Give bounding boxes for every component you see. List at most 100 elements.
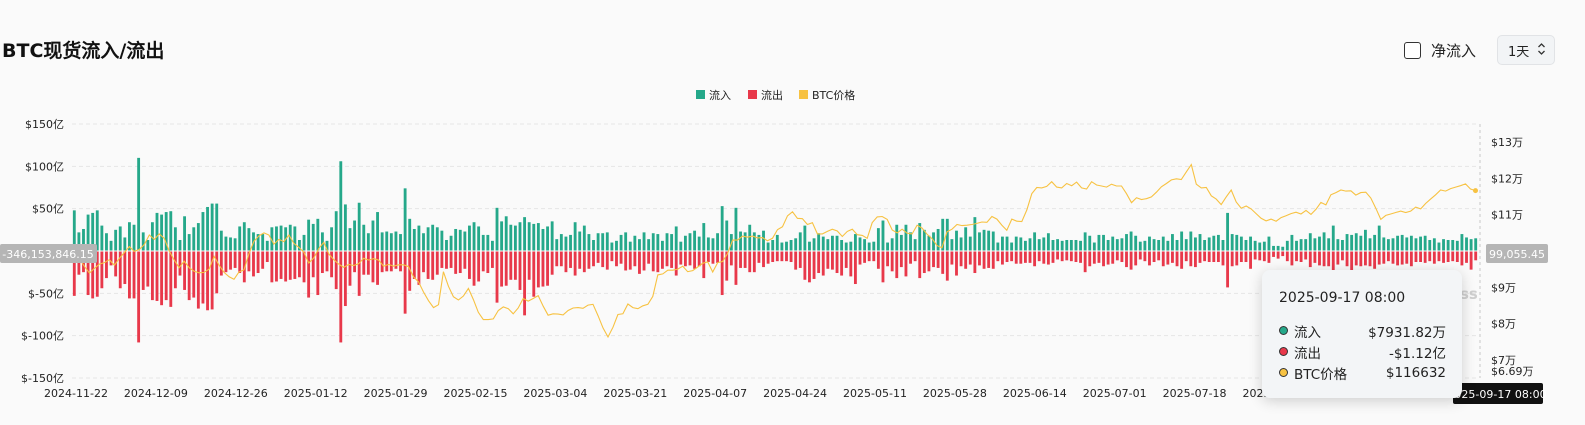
inflow-bar xyxy=(821,236,825,251)
inflow-bar xyxy=(1166,240,1170,251)
outflow-bar xyxy=(1386,251,1390,262)
outflow-bar xyxy=(532,251,536,297)
outflow-bar xyxy=(858,251,862,265)
inflow-bar xyxy=(426,227,430,251)
net-inflow-checkbox[interactable] xyxy=(1404,42,1421,59)
outflow-bar xyxy=(1134,251,1138,266)
outflow-bar xyxy=(1097,251,1101,263)
inflow-bar xyxy=(422,233,425,251)
inflow-bar xyxy=(330,227,334,251)
outflow-bar xyxy=(1010,251,1014,262)
outflow-bar xyxy=(1239,251,1243,263)
outflow-bar xyxy=(766,251,770,264)
outflow-bar xyxy=(256,251,260,274)
inflow-bar xyxy=(1239,236,1243,251)
inflow-bar xyxy=(164,212,168,251)
legend-swatch-icon[interactable] xyxy=(799,90,808,99)
outflow-bar xyxy=(330,251,334,278)
outflow-bar xyxy=(863,251,867,263)
inflow-bar xyxy=(569,234,572,251)
outflow-bar xyxy=(550,251,554,275)
inflow-bar xyxy=(1051,239,1055,251)
crosshair-left-value: -346,153,846.15 xyxy=(2,248,93,261)
outflow-bar xyxy=(449,251,453,268)
outflow-bar xyxy=(1400,251,1404,265)
outflow-bar xyxy=(385,251,389,272)
period-select[interactable]: 1天 xyxy=(1497,35,1555,65)
inflow-bar xyxy=(743,232,747,251)
inflow-bar xyxy=(1028,238,1032,251)
outflow-bar xyxy=(389,251,393,272)
inflow-bar xyxy=(532,223,536,251)
inflow-bar xyxy=(477,226,481,251)
crosshair-right-value: 99,055.45 xyxy=(1489,248,1545,261)
inflow-bar xyxy=(895,224,899,251)
outflow-bar xyxy=(417,251,421,285)
inflow-bar xyxy=(1368,238,1372,251)
outflow-bar xyxy=(527,251,531,280)
outflow-bar xyxy=(1414,251,1418,263)
inflow-bar xyxy=(187,234,191,251)
outflow-bar xyxy=(1331,251,1335,271)
outflow-bar xyxy=(1005,251,1009,263)
outflow-bar xyxy=(955,251,958,276)
legend-item-label[interactable]: 流出 xyxy=(761,88,783,102)
legend-swatch-icon[interactable] xyxy=(696,90,705,99)
outflow-bar xyxy=(141,251,145,290)
outflow-bar xyxy=(1152,251,1156,263)
inflow-bar xyxy=(449,235,453,251)
x-axis-tick-label: 2024-11-22 xyxy=(44,387,108,400)
inflow-bar xyxy=(913,239,917,251)
outflow-bar xyxy=(343,251,347,307)
legend-swatch-icon[interactable] xyxy=(748,90,757,99)
outflow-bar xyxy=(1405,251,1409,264)
inflow-bar xyxy=(320,232,324,251)
inflow-bar xyxy=(1336,239,1340,251)
outflow-bar xyxy=(798,251,802,268)
outflow-bar xyxy=(1322,251,1326,267)
inflow-bar xyxy=(665,233,669,251)
legend-item-label[interactable]: BTC价格 xyxy=(812,88,855,102)
outflow-bar xyxy=(123,251,127,285)
inflow-bar xyxy=(160,214,164,251)
outflow-bar xyxy=(252,251,255,277)
outflow-bar xyxy=(1198,251,1202,263)
outflow-bar xyxy=(302,251,306,283)
inflow-bar xyxy=(748,224,752,251)
inflow-bar xyxy=(1180,231,1184,251)
inflow-bar xyxy=(610,242,614,251)
outflow-bar xyxy=(412,251,416,279)
inflow-bar xyxy=(128,222,131,251)
inflow-bar xyxy=(1364,229,1367,251)
inflow-bar xyxy=(1129,231,1133,251)
outflow-bar xyxy=(270,251,274,283)
inflow-bar xyxy=(555,239,559,251)
outflow-bar xyxy=(1065,251,1069,261)
outflow-bar xyxy=(1111,251,1115,264)
outflow-bar xyxy=(945,251,949,281)
outflow-bar xyxy=(817,251,821,274)
inflow-bar xyxy=(1373,234,1377,251)
inflow-bar xyxy=(720,206,724,251)
outflow-bar xyxy=(794,251,798,270)
outflow-bar xyxy=(592,251,595,267)
net-inflow-toggle[interactable]: 净流入 xyxy=(1404,40,1476,61)
outflow-bar xyxy=(1079,251,1082,263)
inflow-bar xyxy=(1226,212,1230,251)
inflow-bar xyxy=(1088,235,1092,251)
inflow-bar xyxy=(343,204,347,251)
x-axis-active-label: 2025-09-17 08:00 xyxy=(1447,388,1546,401)
inflow-bar xyxy=(683,235,687,251)
inflow-bar xyxy=(468,225,471,251)
legend-item-label[interactable]: 流入 xyxy=(709,88,731,102)
outflow-bar xyxy=(86,251,90,296)
inflow-bar xyxy=(955,230,958,251)
inflow-bar xyxy=(1042,237,1046,251)
inflow-bar xyxy=(1249,236,1252,251)
outflow-bar xyxy=(1359,251,1363,267)
outflow-bar xyxy=(334,251,338,290)
outflow-bar xyxy=(651,251,655,272)
outflow-bar xyxy=(1350,251,1354,272)
outflow-bar xyxy=(164,251,168,301)
